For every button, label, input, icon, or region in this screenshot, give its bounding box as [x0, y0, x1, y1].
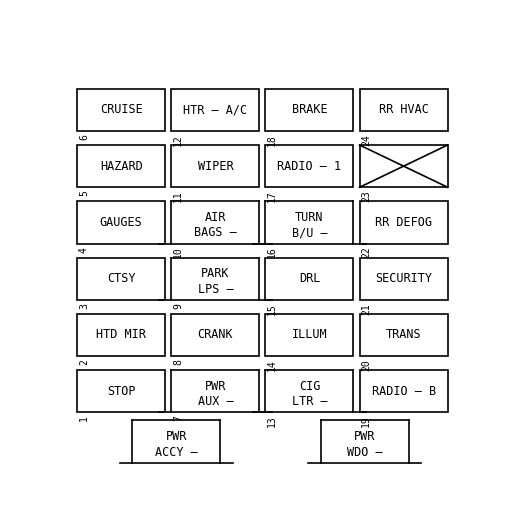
- Text: BRAKE: BRAKE: [291, 103, 327, 116]
- Text: CTSY: CTSY: [107, 272, 136, 285]
- Text: 22: 22: [361, 247, 371, 258]
- Text: AUX –: AUX –: [197, 395, 233, 408]
- Bar: [77, 257, 165, 300]
- Text: WDO –: WDO –: [347, 445, 382, 458]
- Text: 7: 7: [173, 416, 183, 421]
- Text: 1: 1: [79, 416, 89, 421]
- Text: 23: 23: [361, 191, 371, 202]
- Bar: [172, 314, 259, 356]
- Text: GAUGES: GAUGES: [100, 216, 143, 229]
- Text: CRUISE: CRUISE: [100, 103, 143, 116]
- Text: 16: 16: [267, 247, 277, 258]
- Text: WIPER: WIPER: [197, 160, 233, 173]
- Bar: [77, 314, 165, 356]
- Text: BAGS –: BAGS –: [194, 227, 237, 240]
- Bar: [77, 89, 165, 131]
- Text: SECURITY: SECURITY: [375, 272, 432, 285]
- Text: ILLUM: ILLUM: [291, 328, 327, 341]
- Text: B/U –: B/U –: [291, 227, 327, 240]
- Bar: [360, 314, 448, 356]
- Text: HAZARD: HAZARD: [100, 160, 143, 173]
- Text: PWR: PWR: [205, 379, 226, 393]
- Text: 3: 3: [79, 303, 89, 309]
- Text: RADIO – B: RADIO – B: [372, 385, 436, 398]
- Bar: [266, 89, 353, 131]
- Text: 6: 6: [79, 134, 89, 140]
- Text: LTR –: LTR –: [291, 395, 327, 408]
- Bar: [77, 145, 165, 187]
- Text: RR HVAC: RR HVAC: [379, 103, 429, 116]
- Text: AIR: AIR: [205, 211, 226, 224]
- Bar: [266, 257, 353, 300]
- Text: 24: 24: [361, 134, 371, 146]
- Bar: [266, 314, 353, 356]
- Text: 11: 11: [173, 191, 183, 202]
- Text: STOP: STOP: [107, 385, 136, 398]
- Text: 19: 19: [361, 416, 371, 428]
- Text: HTD MIR: HTD MIR: [96, 328, 146, 341]
- Text: 17: 17: [267, 191, 277, 202]
- Text: 10: 10: [173, 247, 183, 258]
- Text: TURN: TURN: [295, 211, 324, 224]
- Text: 5: 5: [79, 191, 89, 196]
- Text: HTR – A/C: HTR – A/C: [183, 103, 248, 116]
- Bar: [360, 145, 448, 187]
- Bar: [77, 370, 165, 412]
- Bar: [172, 145, 259, 187]
- Text: 13: 13: [267, 416, 277, 428]
- Text: ACCY –: ACCY –: [155, 445, 198, 458]
- Text: TRANS: TRANS: [386, 328, 421, 341]
- Text: LPS –: LPS –: [197, 283, 233, 296]
- Bar: [360, 89, 448, 131]
- Text: 20: 20: [361, 359, 371, 371]
- Text: 8: 8: [173, 359, 183, 365]
- Text: 12: 12: [173, 134, 183, 146]
- Text: CRANK: CRANK: [197, 328, 233, 341]
- Bar: [360, 201, 448, 243]
- Text: PWR: PWR: [166, 430, 187, 443]
- Bar: [77, 201, 165, 243]
- Text: DRL: DRL: [299, 272, 320, 285]
- Text: 18: 18: [267, 134, 277, 146]
- Text: CIG: CIG: [299, 379, 320, 393]
- Text: PARK: PARK: [201, 267, 230, 280]
- Bar: [360, 370, 448, 412]
- Text: 14: 14: [267, 359, 277, 371]
- Text: 21: 21: [361, 303, 371, 315]
- Text: 15: 15: [267, 303, 277, 315]
- Bar: [360, 257, 448, 300]
- Text: 2: 2: [79, 359, 89, 365]
- Text: PWR: PWR: [354, 430, 375, 443]
- Text: RADIO – 1: RADIO – 1: [277, 160, 342, 173]
- Bar: [266, 145, 353, 187]
- Text: RR DEFOG: RR DEFOG: [375, 216, 432, 229]
- Text: 4: 4: [79, 247, 89, 253]
- Bar: [172, 89, 259, 131]
- Text: 9: 9: [173, 303, 183, 309]
